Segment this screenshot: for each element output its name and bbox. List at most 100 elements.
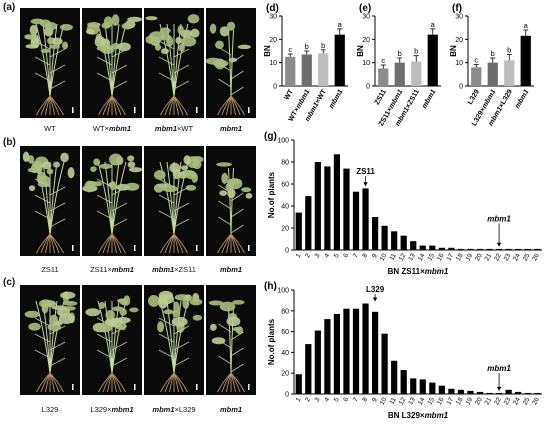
arrow-head bbox=[363, 182, 368, 187]
x-tick-label: 13 bbox=[407, 252, 417, 262]
bar bbox=[362, 303, 369, 394]
bar bbox=[324, 319, 331, 394]
annotation-label: mbm1 bbox=[487, 364, 511, 373]
bar bbox=[352, 191, 360, 250]
x-tick-label: 25 bbox=[522, 396, 532, 406]
x-tick-label: 9 bbox=[371, 396, 379, 403]
x-tick-label: 22 bbox=[493, 396, 503, 406]
bar bbox=[486, 248, 493, 250]
photo-caption-b-1: ZS11 bbox=[20, 265, 80, 274]
plant-photo-b-3 bbox=[144, 146, 204, 256]
caption-part: mbm1 bbox=[111, 405, 134, 414]
plant-photo-b-2 bbox=[82, 146, 142, 256]
x-tick-label: mbm1 bbox=[421, 88, 437, 109]
bar bbox=[371, 311, 379, 394]
x-tick-label: 21 bbox=[484, 396, 494, 406]
y-tick-label: 20 bbox=[455, 37, 463, 44]
significance-letter: b bbox=[507, 46, 511, 55]
x-tick-label: 23 bbox=[503, 396, 513, 406]
bar bbox=[448, 388, 455, 394]
bar bbox=[505, 248, 512, 250]
bar bbox=[314, 330, 321, 394]
arrow-head bbox=[496, 386, 502, 391]
x-tick-label: 15 bbox=[426, 252, 436, 262]
x-tick-label: 4 bbox=[323, 252, 331, 259]
photo-caption-c-1: L329 bbox=[20, 405, 80, 414]
plant-photo-c-1 bbox=[20, 285, 80, 395]
y-tick-label: 0 bbox=[459, 84, 463, 91]
bar bbox=[495, 392, 503, 394]
plant-photo-a-3 bbox=[144, 8, 204, 118]
significance-letter: b bbox=[321, 41, 325, 50]
bar bbox=[333, 154, 341, 250]
y-tick-label: 0 bbox=[285, 392, 289, 399]
x-tick-label: 26 bbox=[531, 252, 541, 262]
y-tick-label: 0 bbox=[285, 248, 289, 255]
photo-caption-b-4: mbm1 bbox=[206, 265, 256, 274]
x-tick-label: 25 bbox=[522, 252, 532, 262]
x-tick-label: 5 bbox=[333, 252, 341, 259]
significance-letter: b bbox=[414, 47, 418, 56]
x-tick-label: 7 bbox=[352, 252, 360, 259]
x-tick-label: 4 bbox=[323, 396, 331, 403]
plant-photo-c-4 bbox=[206, 285, 256, 395]
bar bbox=[524, 248, 531, 250]
bar bbox=[448, 247, 455, 250]
bar bbox=[476, 391, 484, 394]
x-tick-label: 20 bbox=[474, 396, 484, 406]
significance-letter: b bbox=[398, 49, 402, 58]
y-tick-label: 10 bbox=[362, 60, 370, 67]
bar bbox=[394, 62, 405, 86]
bar bbox=[362, 188, 369, 250]
significance-letter: a bbox=[338, 20, 343, 29]
caption-part: L329 bbox=[41, 405, 59, 414]
bar bbox=[301, 54, 312, 86]
y-tick-label: 100 bbox=[277, 138, 289, 145]
y-tick-label: 0 bbox=[366, 84, 370, 91]
significance-letter: c bbox=[381, 56, 385, 65]
x-axis-label: BN ZS11×mbm1 bbox=[388, 267, 449, 276]
x-tick-label: 3 bbox=[314, 252, 322, 259]
y-tick-label: 30 bbox=[362, 14, 370, 21]
x-tick-label: 16 bbox=[436, 252, 446, 262]
bar bbox=[534, 392, 541, 394]
bar bbox=[410, 241, 417, 250]
y-tick-label: 20 bbox=[281, 226, 289, 233]
bar bbox=[334, 34, 345, 86]
photo-caption-c-3: mbm1×L329 bbox=[144, 405, 204, 414]
plant-photo-c-3 bbox=[144, 285, 204, 395]
panel-label-f: (f) bbox=[452, 3, 462, 14]
bar bbox=[419, 245, 426, 250]
x-tick-label: 6 bbox=[342, 396, 350, 403]
plant-photo-b-4 bbox=[206, 146, 256, 256]
x-tick-label: mbm1 bbox=[514, 88, 530, 109]
bar bbox=[495, 248, 503, 250]
y-tick-label: 80 bbox=[281, 308, 289, 315]
bar bbox=[324, 166, 331, 250]
x-tick-label: 17 bbox=[445, 396, 455, 406]
panel-label-d: (d) bbox=[266, 3, 279, 14]
annotation-label: ZS11 bbox=[356, 167, 375, 176]
x-tick-label: 21 bbox=[484, 252, 494, 262]
bar bbox=[487, 62, 498, 86]
significance-letter: c bbox=[288, 45, 292, 54]
bar bbox=[400, 235, 407, 250]
x-tick-label: 6 bbox=[342, 252, 350, 259]
bar bbox=[318, 53, 329, 86]
bar bbox=[505, 389, 512, 394]
caption-part: mbm1 bbox=[154, 124, 178, 133]
x-tick-label: 3 bbox=[314, 396, 322, 403]
bar bbox=[520, 35, 531, 86]
bar bbox=[391, 231, 398, 250]
x-tick-label: 16 bbox=[436, 396, 446, 406]
bar bbox=[467, 248, 474, 250]
annotation-label: mbm1 bbox=[487, 214, 511, 223]
x-tick-label: 1 bbox=[295, 396, 303, 403]
caption-part: ZS11× bbox=[90, 265, 112, 274]
caption-part: mbm1 bbox=[219, 265, 243, 274]
bar bbox=[295, 212, 302, 250]
bar bbox=[285, 56, 296, 86]
photo-caption-b-3: mbm1×ZS11 bbox=[144, 265, 204, 274]
caption-part: L329× bbox=[90, 405, 112, 414]
